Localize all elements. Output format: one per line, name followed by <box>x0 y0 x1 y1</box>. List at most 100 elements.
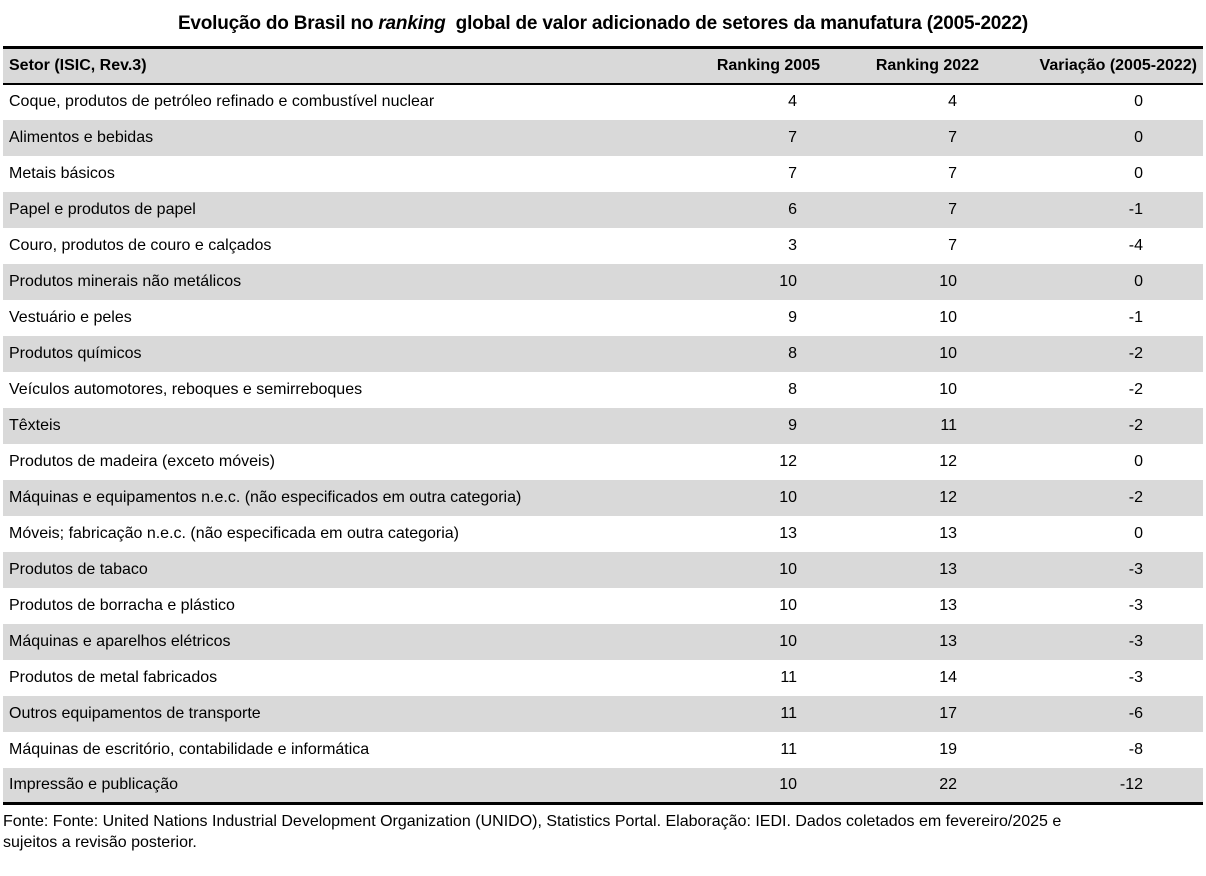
variacao-cell: -6 <box>1128 704 1143 722</box>
variacao-cell: -8 <box>1128 740 1143 758</box>
table-row: Alimentos e bebidas 7 7 0 <box>3 119 1203 156</box>
ranking-2005-cell: 10 <box>779 560 797 578</box>
table-row: Impressão e publicação 10 22 -12 <box>3 767 1203 804</box>
variacao-cell: -1 <box>1128 200 1143 218</box>
ranking-2022-cell: 10 <box>939 272 957 290</box>
sector-cell: Impressão e publicação <box>9 775 178 793</box>
column-header-setor: Setor (ISIC, Rev.3) <box>3 47 690 85</box>
table-row: Vestuário e peles 9 10 -1 <box>3 300 1203 336</box>
ranking-2005-cell: 3 <box>788 236 797 254</box>
sector-cell: Metais básicos <box>9 164 115 182</box>
table-row: Móveis; fabricação n.e.c. (não especific… <box>3 516 1203 552</box>
ranking-2022-cell: 10 <box>939 308 957 326</box>
table-row: Produtos de madeira (exceto móveis) 12 12 0 <box>3 444 1203 480</box>
title-text-suffix: global de valor adicionado de setores da… <box>450 13 1029 34</box>
ranking-2022-cell: 10 <box>939 344 957 362</box>
sector-cell: Têxteis <box>9 416 61 434</box>
table-row: Têxteis 9 11 -2 <box>3 407 1203 444</box>
ranking-2005-cell: 10 <box>779 596 797 614</box>
column-header-ranking-2022: Ranking 2022 <box>826 47 985 85</box>
ranking-2022-cell: 12 <box>939 452 957 470</box>
ranking-2005-cell: 10 <box>779 488 797 506</box>
table-row: Máquinas de escritório, contabilidade e … <box>3 732 1203 768</box>
sector-cell: Outros equipamentos de transporte <box>9 704 261 722</box>
column-header-ranking-2005: Ranking 2005 <box>690 47 826 85</box>
variacao-cell: -1 <box>1128 308 1143 326</box>
ranking-2022-cell: 11 <box>940 416 957 434</box>
variacao-cell: 0 <box>1134 452 1143 470</box>
table-body: Coque, produtos de petróleo refinado e c… <box>3 84 1203 804</box>
ranking-2005-cell: 8 <box>788 380 797 398</box>
variacao-cell: 0 <box>1134 164 1143 182</box>
variacao-cell: -3 <box>1128 632 1143 650</box>
table-row: Papel e produtos de papel 6 7 -1 <box>3 191 1203 228</box>
ranking-2005-cell: 12 <box>779 452 797 470</box>
title-italic-word: ranking <box>378 13 446 34</box>
ranking-2005-cell: 10 <box>779 272 797 290</box>
ranking-2005-cell: 9 <box>788 416 797 434</box>
ranking-2022-cell: 7 <box>948 128 957 146</box>
table-row: Produtos de metal fabricados 11 14 -3 <box>3 660 1203 696</box>
ranking-2005-cell: 9 <box>788 308 797 326</box>
sector-cell: Couro, produtos de couro e calçados <box>9 236 272 254</box>
variacao-cell: -12 <box>1119 775 1143 793</box>
ranking-2022-cell: 7 <box>948 236 957 254</box>
ranking-2022-cell: 13 <box>939 560 957 578</box>
ranking-2022-cell: 10 <box>939 380 957 398</box>
variacao-cell: -2 <box>1128 380 1143 398</box>
ranking-2022-cell: 19 <box>939 740 957 758</box>
variacao-cell: -2 <box>1128 416 1143 434</box>
sector-cell: Móveis; fabricação n.e.c. (não especific… <box>9 524 460 542</box>
sector-cell: Produtos de metal fabricados <box>9 668 218 686</box>
table-row: Produtos químicos 8 10 -2 <box>3 335 1203 372</box>
table-row: Produtos de tabaco 10 13 -3 <box>3 551 1203 588</box>
sector-cell: Máquinas e equipamentos n.e.c. (não espe… <box>9 488 522 506</box>
table-row: Coque, produtos de petróleo refinado e c… <box>3 84 1203 120</box>
sector-cell: Veículos automotores, reboques e semirre… <box>9 380 363 398</box>
header-row: Setor (ISIC, Rev.3) Ranking 2005 Ranking… <box>3 47 1203 85</box>
source-note: Fonte: Fonte: United Nations Industrial … <box>3 813 1062 851</box>
variacao-cell: 0 <box>1134 524 1143 542</box>
sector-cell: Máquinas de escritório, contabilidade e … <box>9 740 370 758</box>
ranking-2005-cell: 10 <box>779 632 797 650</box>
variacao-cell: -3 <box>1128 668 1143 686</box>
ranking-2005-cell: 4 <box>788 93 797 110</box>
variacao-cell: -3 <box>1128 596 1143 614</box>
variacao-cell: 0 <box>1134 128 1143 146</box>
ranking-2005-cell: 11 <box>780 740 797 758</box>
ranking-2005-cell: 7 <box>788 128 797 146</box>
ranking-2022-cell: 7 <box>948 200 957 218</box>
ranking-2022-cell: 22 <box>939 775 957 793</box>
ranking-2022-cell: 14 <box>939 668 957 686</box>
ranking-2022-cell: 7 <box>948 164 957 182</box>
ranking-2005-cell: 10 <box>779 775 797 793</box>
report-table-page: Evolução do Brasil no ranking global de … <box>0 11 1206 853</box>
table-row: Produtos minerais não metálicos 10 10 0 <box>3 263 1203 300</box>
table-row: Produtos de borracha e plástico 10 13 -3 <box>3 588 1203 624</box>
sector-cell: Alimentos e bebidas <box>9 128 154 146</box>
column-header-variacao: Variação (2005-2022) <box>985 47 1203 85</box>
sector-cell: Produtos químicos <box>9 344 142 362</box>
ranking-2022-cell: 12 <box>939 488 957 506</box>
ranking-2005-cell: 13 <box>779 524 797 542</box>
table-row: Outros equipamentos de transporte 11 17 -6 <box>3 695 1203 732</box>
ranking-2022-cell: 17 <box>939 704 957 722</box>
ranking-2022-cell: 4 <box>948 93 957 110</box>
sector-cell: Coque, produtos de petróleo refinado e c… <box>9 93 435 110</box>
ranking-2022-cell: 13 <box>939 596 957 614</box>
sector-cell: Produtos de borracha e plástico <box>9 596 235 614</box>
ranking-2005-cell: 11 <box>780 704 797 722</box>
ranking-2005-cell: 8 <box>788 344 797 362</box>
table-row: Máquinas e aparelhos elétricos 10 13 -3 <box>3 623 1203 660</box>
variacao-cell: -2 <box>1128 344 1143 362</box>
table-row: Couro, produtos de couro e calçados 3 7 -4 <box>3 228 1203 264</box>
variacao-cell: 0 <box>1134 272 1143 290</box>
sector-cell: Produtos de madeira (exceto móveis) <box>9 452 275 470</box>
variacao-cell: -3 <box>1128 560 1143 578</box>
variacao-cell: -4 <box>1128 236 1143 254</box>
page-title: Evolução do Brasil no ranking global de … <box>6 11 1200 37</box>
sector-cell: Papel e produtos de papel <box>9 200 196 218</box>
ranking-table: Setor (ISIC, Rev.3) Ranking 2005 Ranking… <box>3 46 1203 805</box>
sector-cell: Produtos de tabaco <box>9 560 148 578</box>
table-row: Veículos automotores, reboques e semirre… <box>3 372 1203 408</box>
